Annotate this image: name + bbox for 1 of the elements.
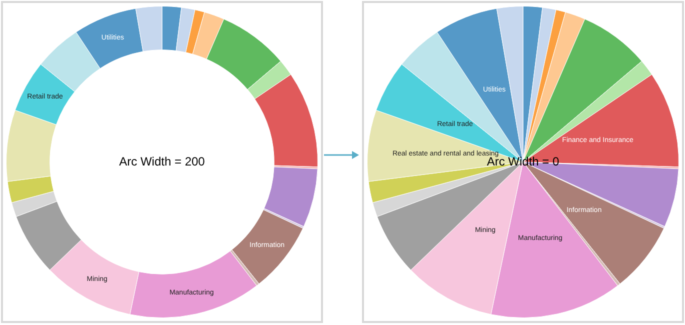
text: Arc Width = 200	[119, 154, 206, 168]
